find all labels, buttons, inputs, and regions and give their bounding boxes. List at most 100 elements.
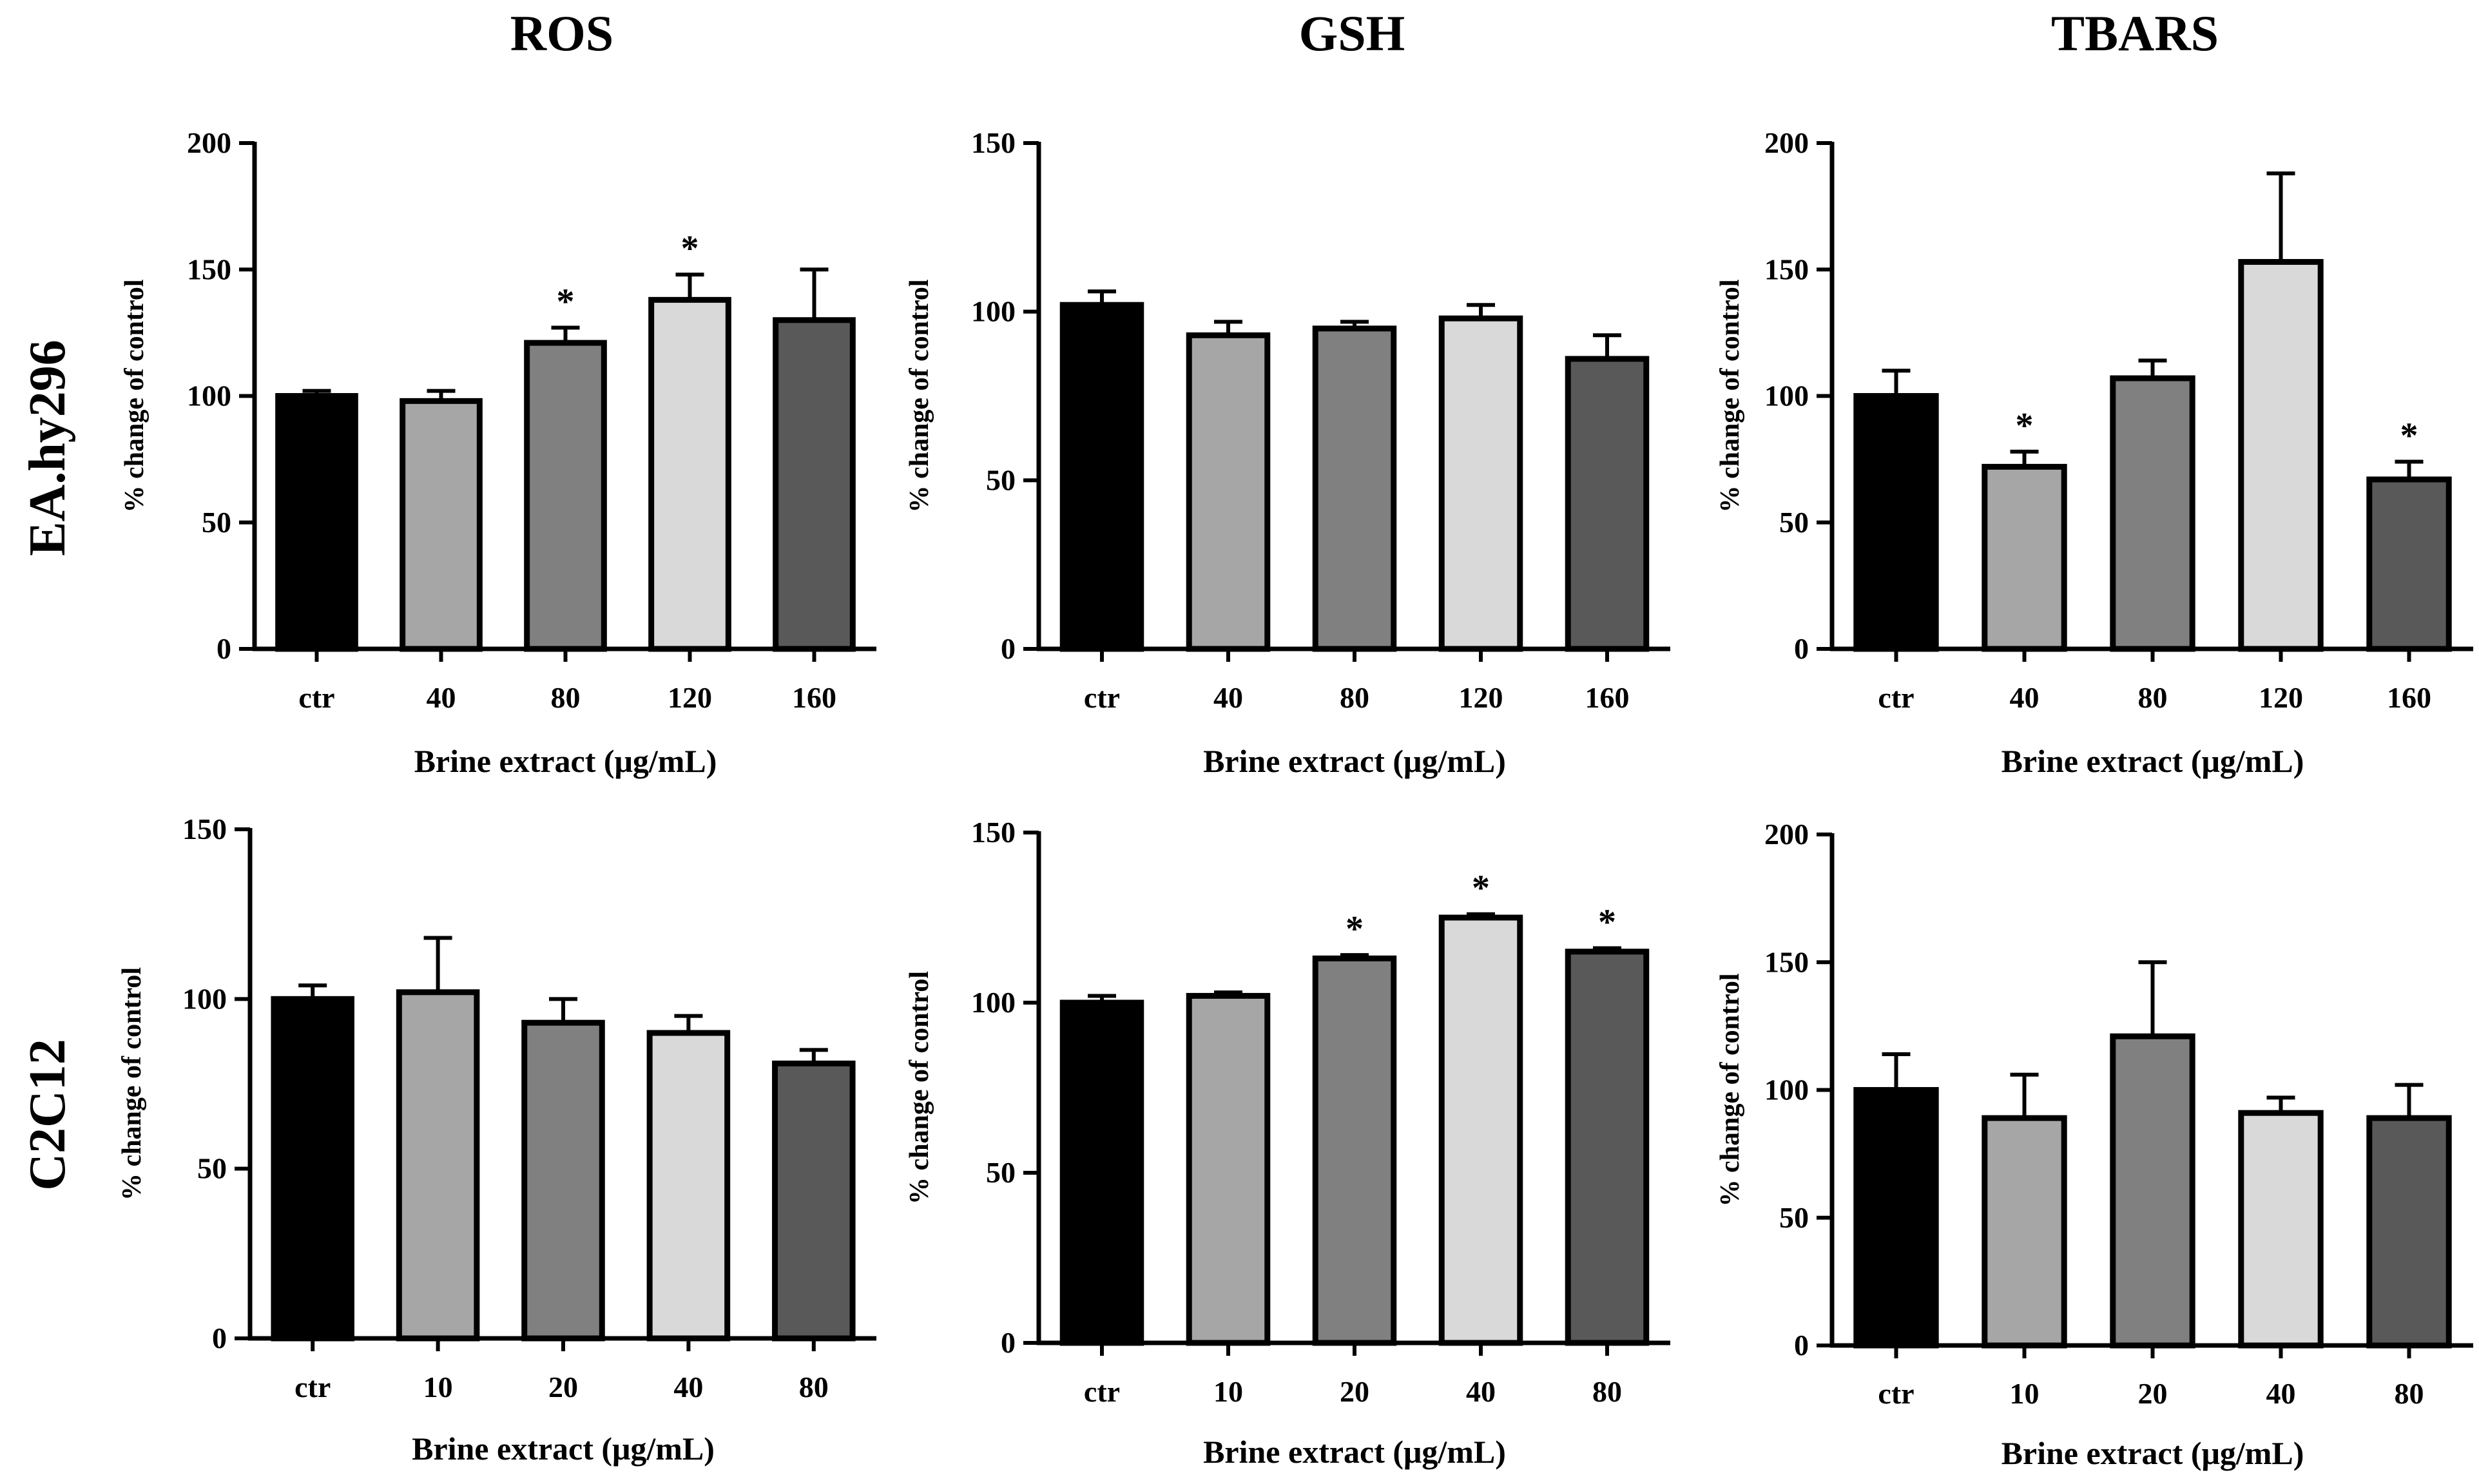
y-tick-label: 150: [1764, 253, 1809, 285]
bar-40: [400, 398, 483, 652]
x-tick-label: 10: [2010, 1377, 2040, 1410]
x-axis-label: Brine extract (μg/mL): [1203, 1434, 1506, 1470]
significance-marker: *: [1346, 909, 1364, 949]
column-title-ros: ROS: [510, 5, 613, 61]
x-tick-label: ctr: [1084, 1375, 1120, 1408]
bar-20: [1312, 955, 1397, 1346]
y-tick-label: 200: [1764, 818, 1809, 851]
significance-marker: *: [681, 229, 699, 269]
y-axis-label: % change of control: [1715, 279, 1745, 512]
bar-10: [1186, 992, 1271, 1346]
y-tick-label: 150: [187, 253, 231, 285]
y-tick-label: 100: [182, 982, 227, 1015]
x-tick-label: 160: [2387, 681, 2431, 714]
significance-marker: *: [557, 282, 575, 322]
x-axis-label: Brine extract (μg/mL): [1203, 743, 1506, 779]
significance-marker: *: [2016, 406, 2034, 446]
y-tick-label: 200: [187, 126, 231, 159]
y-tick-label: 50: [986, 463, 1016, 496]
y-tick-label: 100: [971, 986, 1016, 1019]
chart-tbars-eahy296: 0 50 100 150 200 % change of control ctr 40 * 80 1…: [1715, 126, 2473, 779]
y-axis-label: % change of control: [120, 279, 150, 512]
y-tick-label: 0: [1794, 1329, 1809, 1362]
x-tick-label: 10: [423, 1371, 453, 1403]
bar-10: [396, 989, 480, 1342]
x-tick-label: 40: [1466, 1375, 1496, 1408]
x-axis-label: Brine extract (μg/mL): [2002, 743, 2304, 779]
bar-ctr: [1059, 999, 1144, 1346]
row-label-c2c12: C2C12: [19, 1039, 76, 1191]
x-tick-label: 20: [548, 1371, 578, 1403]
x-tick-label: 40: [2266, 1377, 2296, 1410]
x-tick-label: 120: [2259, 681, 2303, 714]
y-tick-label: 150: [971, 126, 1016, 159]
bar-ctr: [1059, 302, 1144, 652]
chart-ros-c2c12: 0 50 100 150 % change of control ctr 10 20 40 80 B…: [117, 813, 876, 1467]
bar-160: [2366, 476, 2452, 652]
bar-120: [648, 296, 731, 652]
y-axis-label: % change of control: [1715, 973, 1745, 1206]
y-tick-label: 100: [1764, 1074, 1809, 1106]
y-tick-label: 0: [217, 632, 231, 665]
column-title-tbars: TBARS: [2051, 5, 2219, 61]
y-tick-label: 0: [212, 1322, 227, 1354]
bar-80: [1565, 949, 1650, 1346]
bar-160: [773, 317, 856, 652]
bar-120: [1438, 315, 1523, 652]
bar-80: [772, 1060, 856, 1342]
x-tick-label: 120: [668, 681, 712, 714]
y-tick-label: 50: [1779, 506, 1809, 539]
x-tick-label: 40: [1213, 681, 1243, 714]
bar-40: [646, 1030, 731, 1342]
x-tick-label: 80: [1592, 1375, 1622, 1408]
x-tick-label: 160: [1585, 681, 1630, 714]
y-axis-label: % change of control: [117, 967, 147, 1200]
bar-20: [2110, 1033, 2195, 1349]
bar-80: [2110, 375, 2195, 652]
x-tick-label: 20: [1340, 1375, 1369, 1408]
y-tick-label: 150: [182, 813, 227, 845]
x-tick-label: 120: [1459, 681, 1503, 714]
x-tick-label: 40: [427, 681, 456, 714]
x-tick-label: ctr: [1878, 681, 1914, 714]
x-axis-label: Brine extract (μg/mL): [414, 743, 717, 779]
x-tick-label: 20: [2138, 1377, 2168, 1410]
chart-gsh-eahy296: 0 50 100 150 % change of control ctr 40 80 120 16…: [905, 126, 1670, 779]
x-tick-label: 40: [2010, 681, 2040, 714]
y-tick-label: 200: [1764, 126, 1809, 159]
bar-80: [1312, 325, 1397, 652]
y-tick-label: 100: [971, 295, 1016, 328]
x-tick-label: 80: [2138, 681, 2168, 714]
x-tick-label: 10: [1213, 1375, 1243, 1408]
x-tick-label: 80: [1340, 681, 1369, 714]
y-tick-label: 0: [1794, 632, 1809, 665]
bar-ctr: [271, 996, 354, 1342]
x-tick-label: ctr: [294, 1371, 331, 1403]
y-tick-label: 150: [1764, 945, 1809, 978]
bar-80: [524, 340, 607, 652]
y-tick-label: 50: [202, 506, 231, 539]
y-tick-label: 0: [1001, 1326, 1016, 1359]
y-tick-label: 0: [1001, 632, 1016, 665]
x-tick-label: 80: [799, 1371, 829, 1403]
x-axis-label: Brine extract (μg/mL): [2002, 1435, 2304, 1471]
x-axis-label: Brine extract (μg/mL): [412, 1431, 715, 1467]
x-tick-label: 80: [2395, 1377, 2424, 1410]
significance-marker: *: [1598, 903, 1616, 943]
column-title-gsh: GSH: [1299, 5, 1405, 61]
chart-gsh-c2c12: 0 50 100 150 % change of control ctr 10 20 * 40 * 8…: [905, 816, 1670, 1470]
significance-marker: *: [1472, 869, 1490, 909]
bar-20: [521, 1019, 605, 1342]
bar-120: [2238, 258, 2324, 652]
chart-ros-eahy296: 0 50 100 150 200 % change of control ctr 40 80 * 1…: [120, 126, 876, 779]
chart-tbars-c2c12: 0 50 100 150 200 % change of control ctr 10 20 40…: [1715, 818, 2473, 1471]
y-tick-label: 150: [971, 816, 1016, 849]
bar-10: [1982, 1115, 2067, 1349]
y-axis-label: % change of control: [905, 279, 934, 512]
bar-40: [1982, 463, 2067, 652]
y-tick-label: 100: [187, 380, 231, 412]
bar-ctr: [275, 393, 358, 652]
x-tick-label: 80: [551, 681, 581, 714]
